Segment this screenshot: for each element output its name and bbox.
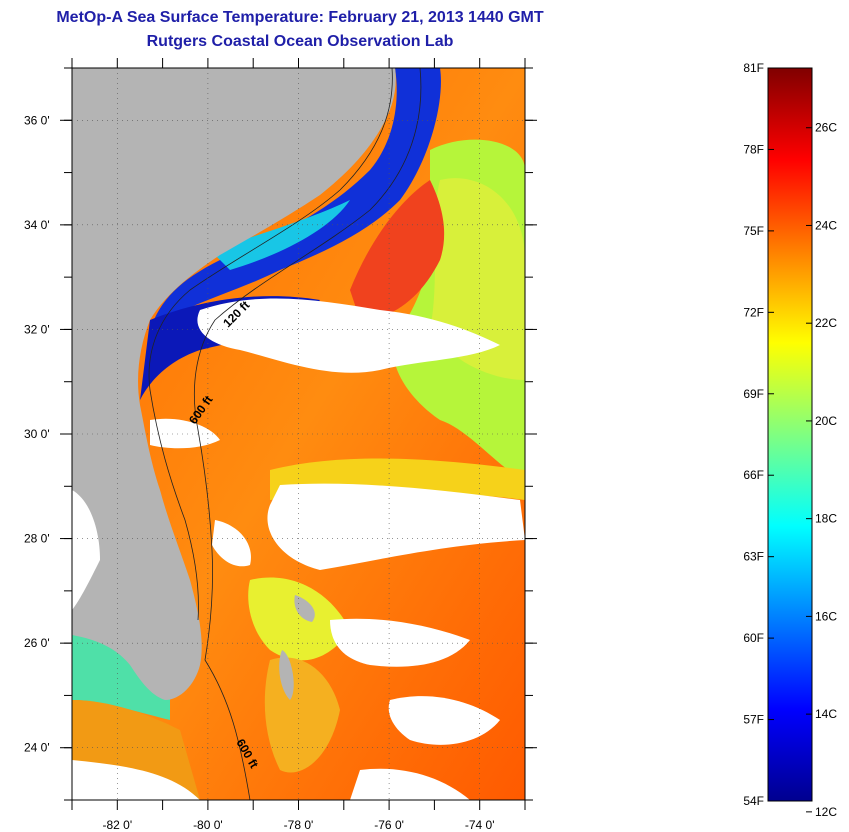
colorbar-f-label: 60F [743,631,764,645]
map-title: MetOp-A Sea Surface Temperature: Februar… [0,8,600,51]
colorbar-scale [767,67,813,802]
gulf-stream-tongue [350,180,445,320]
cloud-patch-3 [330,618,470,667]
colorbar-f-label: 66F [743,468,764,482]
colorbar-f-label: 63F [743,550,764,564]
cloud-patch-4 [388,696,500,745]
colorbar-c-label: 22C [815,316,837,330]
andros-island [279,650,294,700]
cyan-front [210,200,350,270]
bahamas-island [294,595,315,622]
colorbar-c-label: 24C [815,218,837,232]
cloud-patch-5 [72,760,200,800]
title-line-2: Rutgers Coastal Ocean Observation Lab [146,33,454,50]
colorbar-f-label: 72F [743,305,764,319]
colorbar-f-label: 75F [743,224,764,238]
cloud-patch-6 [350,768,470,800]
colorbar-f-label: 81F [743,61,764,75]
cloud-patch [150,418,220,449]
colorbar-f-label: 78F [743,142,764,156]
contour-line-600ft [193,68,422,800]
lat-tick-label: 32 0' [24,322,50,336]
cloud-band-middle [267,483,525,570]
lon-tick-label: -78 0' [284,818,314,832]
colorbar-c-label: 18C [815,512,837,526]
colorbar-f-label: 57F [743,713,764,727]
lat-tick-label: 34 0' [24,218,50,232]
cloud-patch-2 [212,520,251,567]
colorbar-c-label: 26C [815,121,837,135]
lon-tick-label: -82 0' [102,818,132,832]
colorbar-labels: 81F 78F 75F 72F 69F 66F 63F 60F 57F 54F 26C 24C 22C 2… [743,61,837,819]
contour-line-120ft [148,68,393,621]
lat-tick-label: 26 0' [24,636,50,650]
lat-tick-label: 28 0' [24,532,50,546]
lat-tick-label: 24 0' [24,741,50,755]
cold-shelf-water [150,68,441,330]
grid-lines [72,68,525,800]
lon-tick-label: -80 0' [193,818,223,832]
bahamas-bank [248,577,350,661]
lon-tick-label: -74 0' [465,818,495,832]
colorbar-f-label: 54F [743,794,764,808]
colorbar-c-label: 20C [815,414,837,428]
cloud-band-north [197,298,501,373]
colorbar-c-label: 16C [815,609,837,623]
cloud-west-florida [72,490,100,610]
title-line-1: MetOp-A Sea Surface Temperature: Februar… [56,9,544,26]
us-landmass [72,68,396,700]
axis-ticks: 36 0' 34 0' 32 0' 30 0' 28 0' 26 0' 24 0' -82 0… [24,58,537,832]
colorbar-c-label: 12C [815,805,837,819]
lon-tick-label: -76 0' [374,818,404,832]
colorbar-c-label: 14C [815,707,837,721]
lat-tick-label: 36 0' [24,113,50,127]
lat-tick-label: 30 0' [24,427,50,441]
colorbar-f-label: 69F [743,387,764,401]
